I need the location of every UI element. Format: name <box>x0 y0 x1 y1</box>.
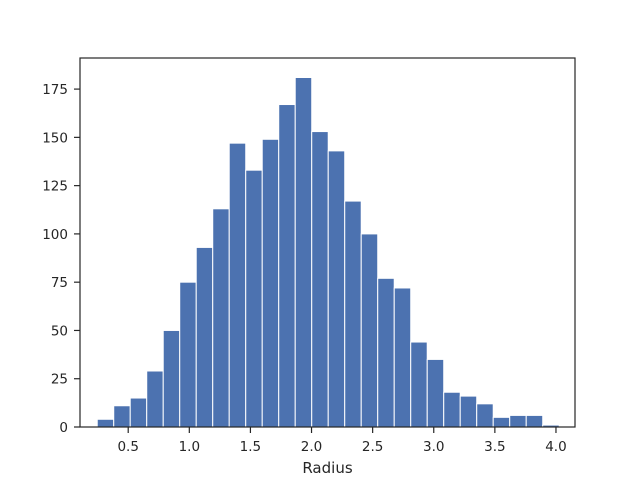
histogram-bar <box>113 405 131 428</box>
x-tick-label: 2.5 <box>362 439 383 455</box>
histogram-bar <box>162 329 181 428</box>
x-axis-title: Radius <box>302 459 352 477</box>
histogram-bar <box>476 403 494 428</box>
x-tick-label: 1.5 <box>240 439 261 455</box>
x-tick-label: 3.0 <box>423 439 444 455</box>
y-tick-label: 75 <box>51 275 68 291</box>
x-tick-label: 4.0 <box>545 439 566 455</box>
y-tick-label: 0 <box>59 420 68 436</box>
histogram-bar <box>360 233 379 428</box>
axes-frame <box>79 57 576 428</box>
histogram-bar <box>261 138 280 428</box>
histogram-bar <box>410 341 428 428</box>
histogram-bar <box>525 414 544 428</box>
x-axis: 0.5 1.0 1.5 2.0 2.5 3.0 3.5 4.0 <box>117 427 567 455</box>
y-tick-label: 125 <box>42 179 68 195</box>
histogram-bar <box>228 142 247 428</box>
y-tick-label: 50 <box>51 323 68 339</box>
histogram-bar <box>443 391 461 428</box>
bars-group <box>96 77 560 428</box>
x-tick-label: 0.5 <box>117 439 138 455</box>
histogram-bar <box>492 416 511 428</box>
histogram-bar <box>327 150 346 428</box>
y-tick-label: 100 <box>42 227 68 243</box>
histogram-bar <box>509 414 527 428</box>
y-tick-label: 175 <box>42 82 68 98</box>
histogram-bar <box>426 358 445 428</box>
histogram-bar <box>179 281 197 428</box>
histogram-bar <box>344 200 362 428</box>
histogram-bar <box>195 246 214 428</box>
histogram-bar <box>459 395 478 428</box>
y-tick-label: 25 <box>51 372 68 388</box>
y-axis: 0 25 50 75 100 125 150 175 <box>42 82 80 436</box>
x-tick-label: 2.0 <box>301 439 322 455</box>
x-tick-label: 3.5 <box>484 439 505 455</box>
histogram-bar <box>294 77 313 428</box>
histogram-bar <box>212 208 230 428</box>
histogram-bar <box>146 370 164 428</box>
histogram-bar <box>311 131 329 428</box>
histogram-bar <box>278 104 296 428</box>
x-tick-label: 1.0 <box>179 439 200 455</box>
y-tick-label: 150 <box>42 130 68 146</box>
histogram-bar <box>96 418 115 428</box>
histogram-bar <box>129 397 148 428</box>
histogram-bar <box>245 169 263 428</box>
histogram-bar <box>393 287 412 428</box>
histogram-bar <box>377 277 395 428</box>
